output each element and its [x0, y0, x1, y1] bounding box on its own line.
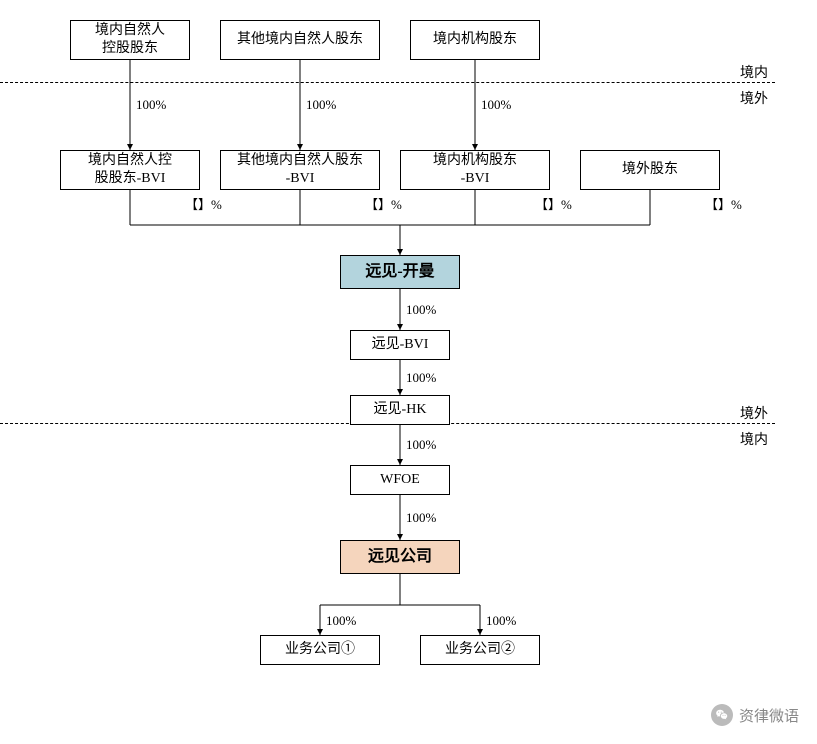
region-label-bot-lower: 境内 [740, 429, 768, 449]
edge-label-n2-n5: 100% [306, 97, 336, 113]
edge-label-n12-n13: 100% [326, 613, 356, 629]
node-n6: 境内机构股东-BVI [400, 150, 550, 190]
region-divider-1 [0, 82, 775, 83]
node-n4: 境内自然人控股股东-BVI [60, 150, 200, 190]
node-n14: 业务公司② [420, 635, 540, 665]
edge-label-n3-n6: 100% [481, 97, 511, 113]
wechat-icon [711, 704, 733, 726]
edge-label-n11-n12: 100% [406, 510, 436, 526]
node-n11: WFOE [350, 465, 450, 495]
node-n12: 远见公司 [340, 540, 460, 574]
node-n9: 远见-BVI [350, 330, 450, 360]
node-n2: 其他境内自然人股东 [220, 20, 380, 60]
edge-label-n9-n10: 100% [406, 370, 436, 386]
node-n10: 远见-HK [350, 395, 450, 425]
edge-label-n8-n9: 100% [406, 302, 436, 318]
node-n3: 境内机构股东 [410, 20, 540, 60]
region-label-top-lower: 境外 [740, 88, 768, 108]
edge-label-n7-n8: 【】% [705, 194, 742, 213]
watermark: 资律微语 [711, 704, 799, 726]
edge-label-n5-n8: 【】% [365, 194, 402, 213]
edge-label-n6-n8: 【】% [535, 194, 572, 213]
node-n1: 境内自然人控股股东 [70, 20, 190, 60]
node-n7: 境外股东 [580, 150, 720, 190]
region-label-top-upper: 境内 [740, 62, 768, 82]
edge-label-n1-n4: 100% [136, 97, 166, 113]
edge-label-n4-n8: 【】% [185, 194, 222, 213]
edge-label-n12-n14: 100% [486, 613, 516, 629]
region-label-bot-upper: 境外 [740, 403, 768, 423]
node-n13: 业务公司① [260, 635, 380, 665]
edge-label-n10-n11: 100% [406, 437, 436, 453]
node-n8: 远见-开曼 [340, 255, 460, 289]
node-n5: 其他境内自然人股东-BVI [220, 150, 380, 190]
watermark-text: 资律微语 [739, 705, 799, 726]
